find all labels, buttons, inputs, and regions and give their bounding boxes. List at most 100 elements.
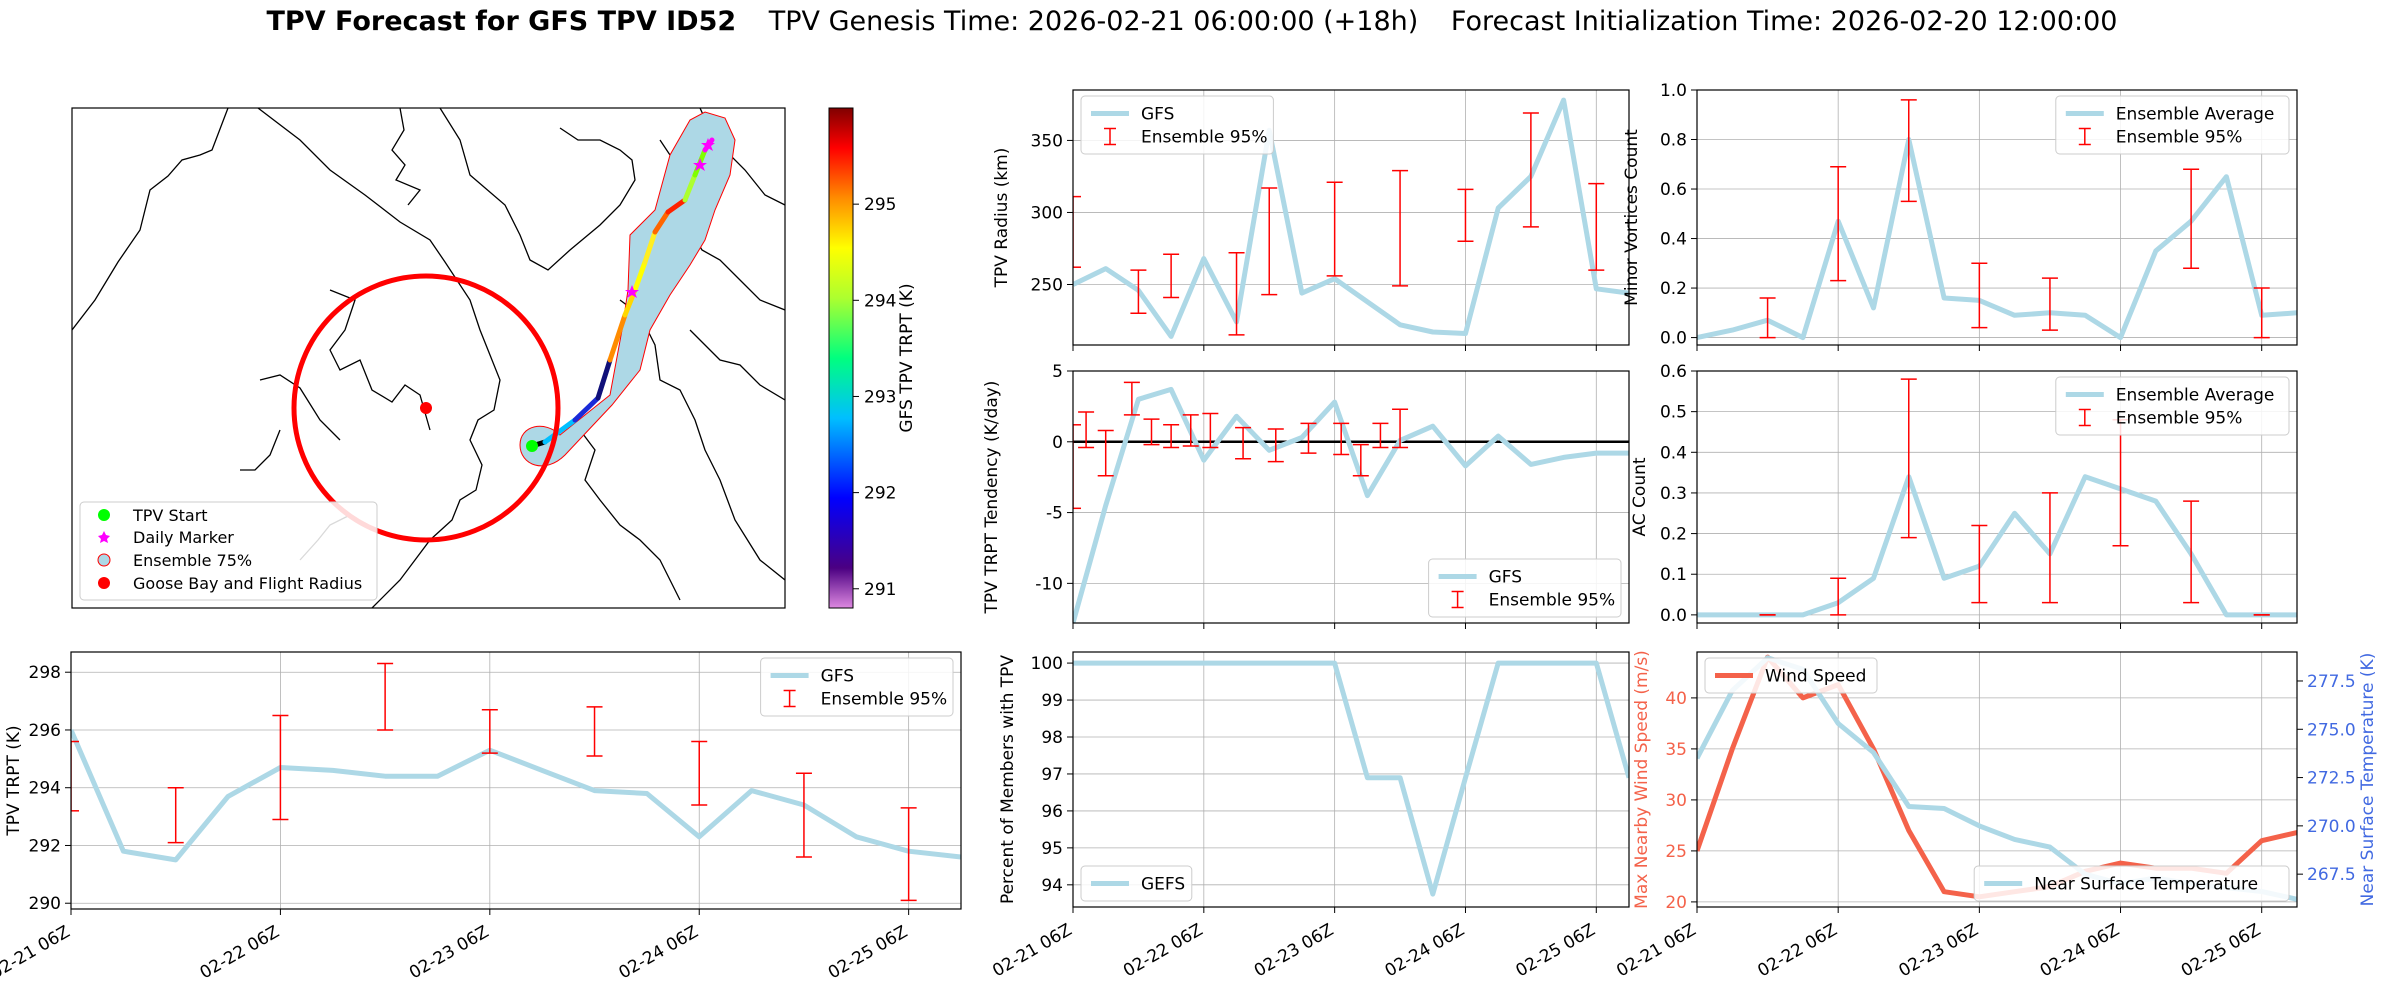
- wind-xtick-label-2: 02-23 06Z: [1896, 920, 1982, 981]
- members-xtick-label-0: 02-21 06Z: [989, 920, 1075, 981]
- radius-legend-box: [1080, 95, 1274, 155]
- plot-area-members: [1073, 660, 1629, 897]
- ac-ytick-label-5: 0.5: [1660, 403, 1687, 423]
- colorbar-tick-label-0: 291: [864, 580, 896, 600]
- chart-trpt: 290 292 294 296 298 02-21 06Z 02-22 06Z 02-23 0…: [0, 651, 962, 982]
- wind-legend-1: Near Surface Temperature: [1973, 865, 2290, 902]
- radius-legend-label-1: Ensemble 95%: [1141, 128, 1268, 148]
- trpt-xtick-label-2: 02-23 06Z: [406, 922, 492, 982]
- ac-legend-box: [2055, 376, 2290, 436]
- minor-ytick-label-4: 0.8: [1660, 131, 1687, 151]
- tendency-ytick-label-0: -10: [1035, 574, 1063, 594]
- colorbar-tick-label-1: 292: [864, 484, 896, 504]
- minor-ylabel: Minor Vortices Count: [1622, 129, 1642, 306]
- members-xtick-label-1: 02-22 06Z: [1120, 920, 1206, 981]
- ac-ytick-label-2: 0.2: [1660, 525, 1687, 545]
- minor-ytick-label-0: 0.0: [1660, 329, 1687, 349]
- tendency-legend-box: [1428, 558, 1622, 618]
- trpt-ylabel: TPV TRPT (K): [4, 725, 24, 836]
- trpt-legend-box: [760, 657, 954, 717]
- figure-title: TPV Forecast for GFS TPV ID52 TPV Genesi…: [0, 6, 2384, 37]
- plot-area-minor: [1697, 99, 2297, 341]
- radius-legend-label-0: GFS: [1141, 105, 1174, 125]
- members-xtick-label-4: 02-25 06Z: [1513, 920, 1599, 981]
- members-legend: GEFS: [1080, 865, 1193, 902]
- trpt-legend-label-1: Ensemble 95%: [821, 690, 948, 710]
- frame-members: [1072, 651, 1630, 908]
- members-ytick-label-3: 97: [1041, 765, 1063, 785]
- figure-title-genesis: TPV Genesis Time: 2026-02-21 06:00:00 (+…: [768, 6, 1419, 37]
- colorbar-tick-label-4: 295: [864, 195, 896, 215]
- tendency-ytick-label-2: 0: [1052, 433, 1063, 453]
- tendency-ytick-label-1: -5: [1046, 504, 1063, 524]
- wind-ytick-right-label-3: 275.0: [2307, 720, 2356, 740]
- tpv-start-point: [526, 440, 538, 452]
- wind-legend-label-0-0: Wind Speed: [1765, 667, 1866, 687]
- wind-legend-0: Wind Speed: [1704, 657, 1878, 694]
- members-ytick-label-1: 95: [1041, 839, 1063, 859]
- tendency-legend: GFS Ensemble 95%: [1428, 558, 1622, 618]
- chart-wind: 20 25 30 35 40 02-21 06Z 02-22 06Z 02-23 06Z 02-…: [1613, 650, 2378, 981]
- radius-series-line-0: [1073, 97, 1629, 339]
- plot-area-trpt: [71, 662, 961, 902]
- wind-ytick-label-1: 25: [1665, 842, 1687, 862]
- minor-legend-label-1: Ensemble 95%: [2116, 128, 2243, 148]
- frame-tendency: [1072, 370, 1630, 624]
- legend-goose-bay-label: Goose Bay and Flight Radius: [133, 574, 362, 593]
- wind-ytick-label-0: 20: [1665, 893, 1687, 913]
- trpt-series-line-0: [71, 729, 961, 863]
- trpt-ytick-label-1: 292: [29, 836, 61, 856]
- ac-legend: Ensemble Average Ensemble 95%: [2055, 376, 2290, 436]
- colorbar-gradient: [828, 107, 854, 609]
- frame-ac: [1696, 370, 2298, 624]
- figure-title-init: Forecast Initialization Time: 2026-02-20…: [1450, 6, 2118, 37]
- wind-ylabel: Max Nearby Wind Speed (m/s): [1632, 650, 1652, 909]
- tendency-ylabel: TPV TRPT Tendency (K/day): [982, 381, 1002, 615]
- members-ytick-label-5: 99: [1041, 691, 1063, 711]
- wind-xtick-label-3: 02-24 06Z: [2037, 920, 2123, 981]
- legend-daily-marker-star: [98, 531, 110, 543]
- map-frame: [71, 107, 786, 609]
- frame-wind: [1696, 651, 2298, 908]
- wind-ytick-right-label-1: 270.0: [2307, 817, 2356, 837]
- radius-ytick-label-1: 300: [1031, 203, 1063, 223]
- members-ytick-label-6: 100: [1031, 654, 1063, 674]
- ac-legend-label-0: Ensemble Average: [2116, 386, 2275, 406]
- trpt-legend: GFS Ensemble 95%: [760, 657, 954, 717]
- ac-ytick-label-6: 0.6: [1660, 362, 1687, 382]
- colorbar-tick-label-3: 294: [864, 291, 896, 311]
- radius-ytick-label-2: 350: [1031, 131, 1063, 151]
- legend-tpv-start-marker: [98, 509, 110, 521]
- frame-radius: [1072, 89, 1630, 346]
- members-xtick-label-2: 02-23 06Z: [1251, 920, 1337, 981]
- members-ytick-label-4: 98: [1041, 728, 1063, 748]
- chart-members: 94 95 96 97 98 99 100 02-21 06Z 02-22 06Z 02-23 0…: [989, 651, 1630, 981]
- minor-ytick-label-2: 0.4: [1660, 230, 1687, 250]
- ac-ytick-label-0: 0.0: [1660, 606, 1687, 626]
- chart-radius: 250 300 350 TPV Radius (km) GFS Ensemble 95%: [992, 89, 1630, 351]
- wind-xtick-label-4: 02-25 06Z: [2178, 920, 2264, 981]
- wind-legend-box-0: [1704, 657, 1878, 694]
- ac-ytick-label-4: 0.4: [1660, 443, 1687, 463]
- tendency-legend-label-0: GFS: [1489, 568, 1522, 588]
- members-ytick-label-2: 96: [1041, 802, 1063, 822]
- plot-area-ac: [1697, 378, 2297, 618]
- wind-ytick-label-4: 40: [1665, 689, 1687, 709]
- colorbar-label: GFS TPV TRPT (K): [897, 283, 917, 432]
- ac-ytick-label-1: 0.1: [1660, 565, 1687, 585]
- minor-ytick-label-1: 0.2: [1660, 279, 1687, 299]
- wind-legend-box-1: [1973, 865, 2290, 902]
- colorbar-tick-label-2: 293: [864, 387, 896, 407]
- chart-tendency: -10 -5 0 5 TPV TRPT Tendency (K/day) GFS Ensem…: [982, 362, 1630, 629]
- ac-series-line-0: [1697, 474, 2297, 618]
- members-ytick-label-0: 94: [1041, 876, 1063, 896]
- figure-title-main: TPV Forecast for GFS TPV ID52: [266, 6, 737, 37]
- trpt-xtick-label-1: 02-22 06Z: [197, 922, 283, 982]
- members-series-line-0: [1073, 660, 1629, 897]
- goose-bay-point: [420, 402, 432, 414]
- map-legend-box: [79, 501, 378, 601]
- ac-ylabel: AC Count: [1630, 457, 1650, 536]
- trpt-ytick-label-4: 298: [29, 663, 61, 683]
- wind-xtick-label-1: 02-22 06Z: [1754, 920, 1840, 981]
